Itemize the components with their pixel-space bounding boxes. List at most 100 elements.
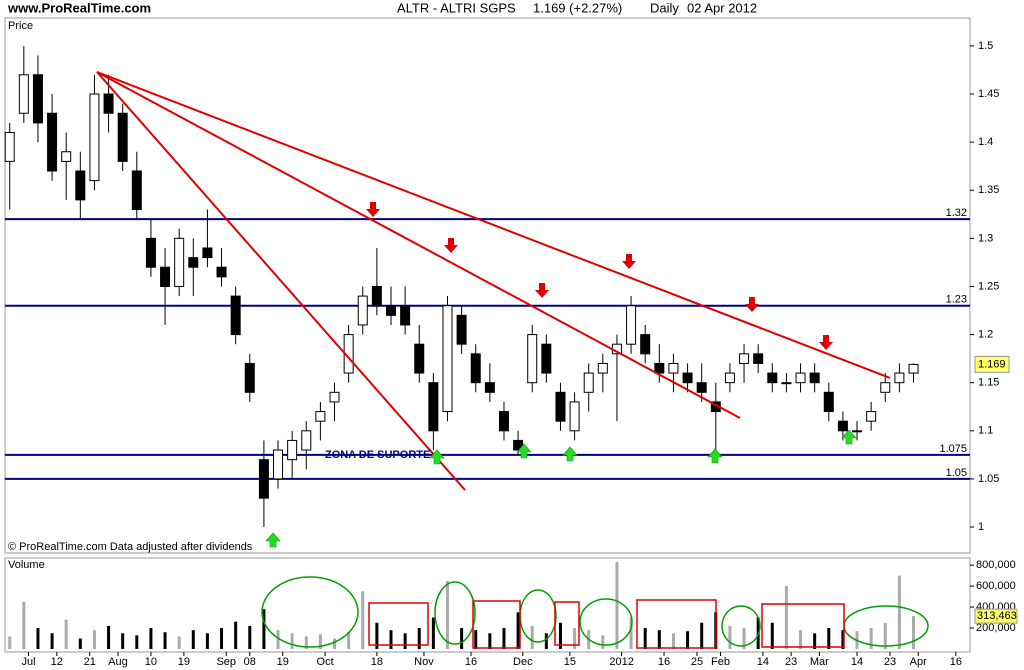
volume-bar: [431, 617, 435, 649]
volume-bar: [742, 628, 746, 649]
candle-body: [230, 295, 241, 336]
box: [761, 603, 845, 648]
price-panel: [4, 17, 971, 554]
x-tick-label: Dec: [513, 656, 533, 668]
level-label: 1.23: [946, 294, 967, 306]
volume-bar: [686, 631, 690, 649]
candle-body: [428, 382, 439, 432]
level-label: 1.05: [946, 467, 967, 479]
candle-body: [145, 237, 156, 268]
candle-body: [258, 459, 269, 499]
candle-body: [329, 391, 340, 403]
down-arrow: [745, 297, 759, 312]
box: [472, 600, 521, 649]
level-label: 1.075: [939, 443, 967, 455]
price-marker-label: 1.169: [978, 358, 1006, 370]
x-tick-label: Apr: [910, 656, 927, 668]
x-tick-label: Mar: [810, 656, 829, 668]
volume-bar: [573, 628, 577, 649]
volume-bar: [841, 630, 845, 649]
volume-bar: [36, 628, 40, 649]
candle-body: [202, 247, 213, 259]
x-tick-label: 12: [51, 656, 63, 668]
buy-arrows: [265, 429, 857, 548]
x-tick-label: 23: [884, 656, 896, 668]
y-tick-label: 1.1: [978, 425, 993, 437]
candle-body: [442, 305, 453, 413]
candle-body: [32, 74, 43, 124]
volume-marker-label: 313,463: [977, 610, 1017, 622]
volume-bar: [389, 630, 393, 649]
trendline: [96, 71, 741, 419]
volume-bar: [799, 630, 803, 649]
candle-body: [400, 305, 411, 326]
candle-body: [244, 362, 255, 393]
volume-bar: [728, 625, 732, 649]
volume-bar: [502, 628, 506, 649]
y-tick-label: 1.05: [978, 473, 999, 485]
candle-body: [61, 151, 72, 162]
candle-body: [470, 353, 481, 384]
volume-bar: [276, 630, 280, 649]
candle-body: [174, 237, 185, 287]
volume-bar: [460, 628, 464, 649]
volume-bar: [50, 633, 54, 649]
trendlines: [96, 71, 891, 491]
panel-title: Volume: [8, 559, 45, 571]
volume-bar: [615, 562, 619, 649]
quote: 1.169 (+2.27%): [533, 0, 622, 15]
candle-body: [597, 362, 608, 374]
candle-body: [131, 170, 142, 210]
x-tick-label: 19: [277, 656, 289, 668]
candle-body: [287, 439, 298, 461]
volume-bar: [813, 633, 817, 649]
ellipse: [261, 576, 359, 648]
candle-body: [315, 411, 326, 422]
candle-body: [18, 74, 29, 114]
up-arrow: [841, 429, 857, 445]
volume-tick-label: 600,000: [976, 580, 1016, 592]
down-arrow: [819, 335, 833, 350]
candle-body: [696, 382, 707, 393]
volume-bar: [375, 622, 379, 649]
x-tick-label: 19: [178, 656, 190, 668]
candle-body: [654, 362, 665, 374]
down-arrow: [622, 254, 636, 269]
candle-body: [823, 391, 834, 413]
volume-bar: [897, 575, 901, 649]
volume-bar: [234, 621, 238, 649]
y-tick-label: 1.15: [978, 377, 999, 389]
x-tick-label: 08: [244, 656, 256, 668]
volume-bar: [78, 638, 82, 649]
x-tick-label: 2012: [609, 656, 633, 668]
candle-body: [160, 266, 171, 287]
annotation: ZONA DE SUPORTE: [325, 449, 430, 461]
y-tick-label: 1.25: [978, 280, 999, 292]
candle-body: [866, 411, 877, 422]
volume-bar: [770, 622, 774, 649]
x-tick-label: 21: [84, 656, 96, 668]
candle-body: [739, 353, 750, 364]
volume-ellipses: [261, 576, 929, 648]
x-tick-label: 18: [371, 656, 383, 668]
volume-bar: [657, 630, 661, 649]
volume-bar: [248, 625, 252, 649]
volume-bar: [121, 633, 125, 649]
candle-body: [117, 112, 128, 162]
volume-bar: [318, 634, 322, 649]
up-arrow: [516, 443, 532, 459]
volume-bar: [643, 628, 647, 649]
volume-bar: [601, 635, 605, 649]
volume-bar: [163, 632, 167, 649]
candle-body: [103, 93, 114, 114]
volume-bar: [827, 628, 831, 649]
candle-body: [301, 430, 312, 451]
x-tick-label: 16: [658, 656, 670, 668]
ellipse: [721, 605, 761, 647]
candle-body: [498, 411, 509, 432]
candle-body: [75, 170, 86, 201]
candle-body: [852, 430, 863, 433]
volume-bar: [64, 619, 68, 649]
candle-body: [89, 93, 100, 182]
